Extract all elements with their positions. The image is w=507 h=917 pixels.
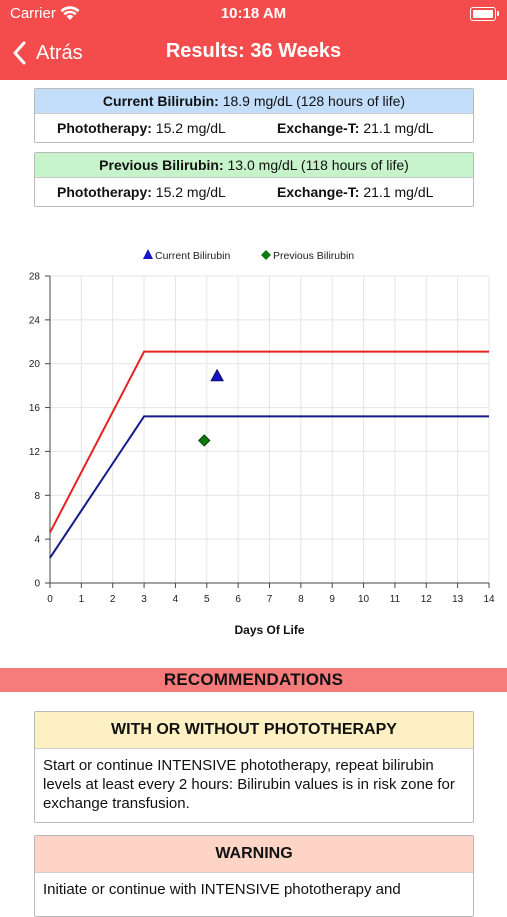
legend-triangle-icon [143,249,153,259]
previous-bilirubin-value: 13.0 mg/dL (118 hours of life) [227,157,409,173]
x-tick-label: 11 [390,594,401,605]
previous-thresholds-row: Phototherapy: 15.2 mg/dL Exchange-T: 21.… [35,178,473,206]
battery-icon [470,7,499,21]
y-tick-label: 28 [29,272,41,283]
legend-diamond-icon [261,250,271,260]
previous-exchange-value: 21.1 mg/dL [363,184,434,200]
legend-label: Previous Bilirubin [273,250,354,262]
recommendation-card-text: Start or continue INTENSIVE phototherapy… [43,757,455,812]
current-phototherapy-value: 15.2 mg/dL [155,120,226,136]
back-button[interactable]: Atrás [12,38,83,68]
navigation-bar: Atrás Results: 36 Weeks [0,30,507,76]
status-bar: Carrier 10:18 AM [0,0,507,28]
previous-phototherapy-label: Phototherapy: [57,184,152,200]
current-bilirubin-box: Current Bilirubin: 18.9 mg/dL (128 hours… [34,88,474,143]
warning-card: WARNING Initiate or continue with INTENS… [34,835,474,917]
bilirubin-chart: 0 1 2 3 4 5 6 7 8 9 10 11 12 13 14 0 4 8 12 16 20 24 28 Days Of… [0,236,507,646]
x-tick-label: 3 [141,594,147,605]
x-tick-label: 0 [47,594,53,605]
x-tick-label: 4 [173,594,179,605]
current-bilirubin-header: Current Bilirubin: 18.9 mg/dL (128 hours… [35,89,473,114]
x-tick-label: 13 [452,594,464,605]
current-phototherapy-label: Phototherapy: [57,120,152,136]
x-tick-label: 10 [358,594,370,605]
x-axis-label: Days Of Life [234,623,304,637]
current-exchange-value: 21.1 mg/dL [363,120,434,136]
x-tick-label: 5 [204,594,210,605]
y-tick-label: 4 [34,535,40,546]
previous-bilirubin-point [198,434,211,447]
current-bilirubin-label: Current Bilirubin: [102,93,219,109]
recommendation-card: WITH OR WITHOUT PHOTOTHERAPY Start or co… [34,711,474,823]
chart-legend: Current Bilirubin Previous Bilirubin [143,249,354,262]
x-tick-label: 7 [267,594,273,605]
x-tick-label: 8 [298,594,304,605]
x-tick-label: 1 [79,594,85,605]
previous-exchange-label: Exchange-T: [277,184,360,200]
y-tick-label: 0 [34,579,40,590]
phototherapy-threshold-line [49,415,489,559]
previous-bilirubin-box: Previous Bilirubin: 13.0 mg/dL (118 hour… [34,152,474,207]
warning-card-title: WARNING [35,836,473,873]
current-bilirubin-point [210,368,224,382]
previous-phototherapy-value: 15.2 mg/dL [155,184,226,200]
x-tick-label: 9 [329,594,335,605]
y-tick-label: 8 [34,491,40,502]
current-thresholds-row: Phototherapy: 15.2 mg/dL Exchange-T: 21.… [35,114,473,142]
chevron-left-icon [13,41,26,65]
x-tick-label: 12 [421,594,433,605]
current-bilirubin-value: 18.9 mg/dL (128 hours of life) [222,93,406,109]
wifi-icon [60,6,80,20]
page-title: Results: 36 Weeks [165,40,342,62]
previous-bilirubin-header: Previous Bilirubin: 13.0 mg/dL (118 hour… [35,153,473,178]
y-tick-label: 16 [29,403,41,414]
warning-card-text: Initiate or continue with INTENSIVE phot… [43,881,401,898]
x-tick-label: 6 [235,594,241,605]
current-exchange-label: Exchange-T: [277,120,360,136]
y-tick-label: 20 [29,359,41,370]
x-tick-label: 2 [110,594,116,605]
recommendation-card-title: WITH OR WITHOUT PHOTOTHERAPY [35,712,473,749]
exchange-threshold-line [49,350,489,534]
carrier-label: Carrier [10,5,56,22]
legend-label: Current Bilirubin [155,250,230,262]
y-tick-label: 24 [29,315,41,326]
previous-bilirubin-label: Previous Bilirubin: [99,157,224,173]
x-tick-label: 14 [483,594,495,605]
app-header: Carrier 10:18 AM Atrás Results: 36 Weeks [0,0,507,80]
back-label: Atrás [36,41,83,64]
recommendations-title: RECOMMENDATIONS [0,668,507,692]
y-tick-label: 12 [29,447,41,458]
clock: 10:18 AM [220,5,287,22]
